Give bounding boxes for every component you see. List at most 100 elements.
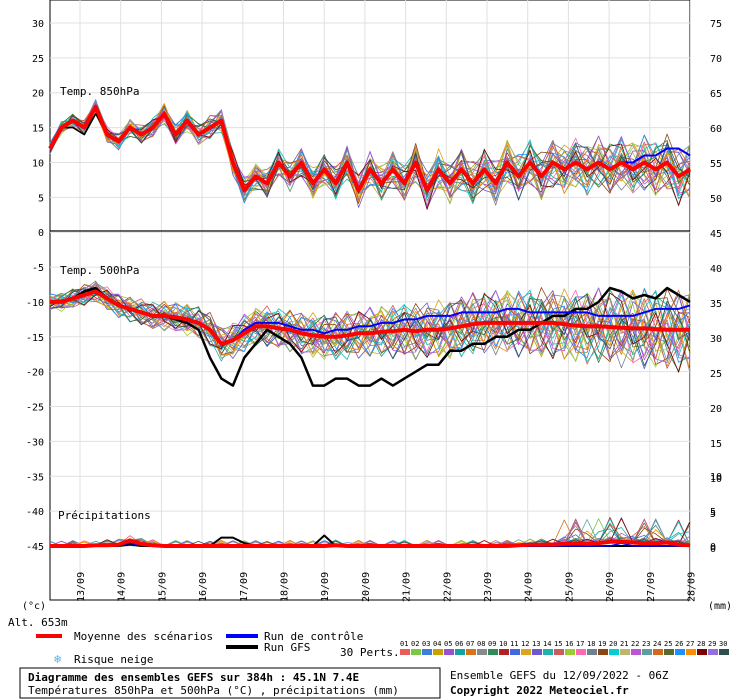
pert-swatch <box>532 649 542 655</box>
pert-number: 26 <box>675 640 683 648</box>
pert-swatch <box>477 649 487 655</box>
right-tick-label: 60 <box>710 124 722 135</box>
left-tick-label: 30 <box>32 19 44 30</box>
right-tick-label: 40 <box>710 264 722 275</box>
pert-number: 30 <box>719 640 727 648</box>
pert-swatch <box>565 649 575 655</box>
right-tick-label: 25 <box>710 369 722 380</box>
pert-swatch <box>455 649 465 655</box>
pert-number: 03 <box>422 640 430 648</box>
pert-500-line <box>49 288 691 363</box>
legend-control-label: Run de contrôle <box>264 630 363 643</box>
pert-number: 25 <box>664 640 672 648</box>
pert-swatch <box>697 649 707 655</box>
pert-swatch <box>411 649 421 655</box>
right-tick-label: 20 <box>710 404 722 415</box>
pert-number: 29 <box>708 640 716 648</box>
pert-number: 20 <box>609 640 617 648</box>
pert-number: 01 <box>400 640 408 648</box>
pert-850-line <box>49 99 691 206</box>
pert-number: 12 <box>521 640 529 648</box>
precip-title: Précipitations <box>58 509 151 522</box>
unit-right: (mm) <box>708 601 732 612</box>
pert-number: 02 <box>411 640 419 648</box>
left-tick-label: -20 <box>26 368 44 379</box>
pert-swatch <box>433 649 443 655</box>
pert-swatch <box>521 649 531 655</box>
right-tick-label: 10 <box>710 474 722 485</box>
left-tick-label: 20 <box>32 89 44 100</box>
mean-850-line <box>48 104 692 193</box>
grid <box>50 0 691 600</box>
right-tick-label: 15 <box>710 439 722 450</box>
right-tick-label: 50 <box>710 194 722 205</box>
pert-500-line <box>49 280 691 369</box>
pert-number: 23 <box>642 640 650 648</box>
pert-number: 06 <box>455 640 463 648</box>
pert-swatch <box>686 649 696 655</box>
pert-swatch <box>554 649 564 655</box>
pert-number: 16 <box>565 640 573 648</box>
pert-swatch <box>609 649 619 655</box>
date-tick-label: 21/09 <box>402 572 413 602</box>
precip-tick-label: 0 <box>710 542 716 553</box>
date-tick-label: 27/09 <box>646 572 657 602</box>
ticks-layer: 13/09 14/09 15/09 16/09 17/09 18/09 19/09 20/09… <box>26 19 722 602</box>
pert-850-line <box>49 101 691 201</box>
date-tick-label: 20/09 <box>361 572 372 602</box>
left-tick-label: -15 <box>26 333 44 344</box>
pert-swatch <box>620 649 630 655</box>
altitude-label: Alt. 653m <box>8 616 68 629</box>
date-tick-label: 17/09 <box>239 572 250 602</box>
right-tick-label: 55 <box>710 159 722 170</box>
date-tick-label: 25/09 <box>564 572 575 602</box>
footer-title: Diagramme des ensembles GEFS sur 384h : … <box>28 671 359 684</box>
right-tick-label: 5 <box>710 509 716 520</box>
left-tick-label: 5 <box>38 193 44 204</box>
precip-tick-label: 10 <box>710 472 722 483</box>
unit-left: (°c) <box>22 601 46 612</box>
pert-number: 24 <box>653 640 661 648</box>
date-tick-label: 19/09 <box>320 572 331 602</box>
pert-number: 18 <box>587 640 595 648</box>
pert-number: 10 <box>499 640 507 648</box>
date-tick-label: 22/09 <box>442 572 453 602</box>
date-tick-label: 15/09 <box>157 572 168 602</box>
pert-number: 08 <box>477 640 485 648</box>
left-tick-label: -45 <box>26 542 44 553</box>
footer-box <box>19 667 441 699</box>
pert-swatch <box>499 649 509 655</box>
pert-number: 21 <box>620 640 628 648</box>
pert-swatch <box>400 649 410 655</box>
right-tick-label: 45 <box>710 229 722 240</box>
pert-number: 04 <box>433 640 441 648</box>
pert-swatch <box>675 649 685 655</box>
pert-number: 15 <box>554 640 562 648</box>
footer-copyright: Copyright 2022 Meteociel.fr <box>450 684 629 697</box>
pert-number: 09 <box>488 640 496 648</box>
footer-subtitle: Températures 850hPa et 500hPa (°C) , pré… <box>28 684 399 697</box>
left-tick-label: 15 <box>32 124 44 135</box>
pert-swatch <box>543 649 553 655</box>
t500-title: Temp. 500hPa <box>60 264 139 277</box>
left-tick-label: -5 <box>32 263 44 274</box>
right-tick-label: 35 <box>710 299 722 310</box>
pert-number: 14 <box>543 640 551 648</box>
plot-area <box>49 0 691 601</box>
pert-500-line <box>49 283 691 363</box>
t850-title: Temp. 850hPa <box>60 85 139 98</box>
left-tick-label: 10 <box>32 158 44 169</box>
left-tick-label: -35 <box>26 472 44 483</box>
pert-number: 07 <box>466 640 474 648</box>
pert-swatch <box>488 649 498 655</box>
pert-swatch <box>587 649 597 655</box>
date-tick-label: 28/09 <box>687 572 698 602</box>
left-tick-label: -25 <box>26 403 44 414</box>
mean-500-line <box>50 289 690 346</box>
pert-swatch <box>664 649 674 655</box>
pert-swatch <box>422 649 432 655</box>
pert-swatch <box>466 649 476 655</box>
date-tick-label: 13/09 <box>76 572 87 602</box>
left-tick-label: 0 <box>38 228 44 239</box>
